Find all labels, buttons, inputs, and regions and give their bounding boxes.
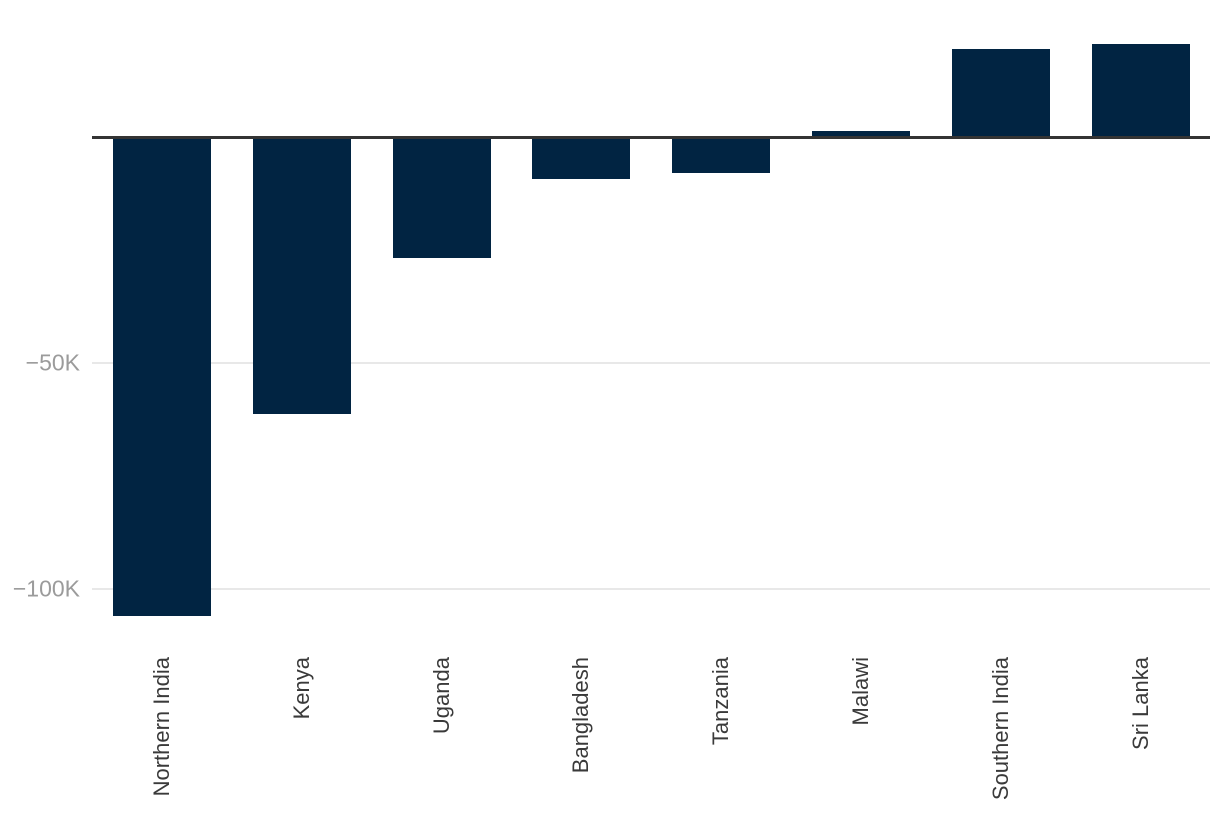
category-label-uganda: Uganda (428, 657, 454, 735)
category-label-sri-lanka: Sri Lanka (1127, 657, 1153, 750)
y-axis-tick-label: −100K (12, 575, 80, 601)
y-axis-tick-label: −50K (25, 349, 80, 376)
bar-southern-india (951, 49, 1050, 138)
category-label-kenya: Kenya (288, 657, 314, 720)
category-label-tanzania: Tanzania (708, 657, 734, 746)
bar-sri-lanka (1091, 43, 1190, 138)
gridline--100k (92, 587, 1210, 590)
bar-malawi (812, 130, 910, 138)
category-label-southern-india: Southern India (987, 657, 1013, 801)
category-label-malawi: Malawi (848, 657, 873, 726)
bar-tanzania (672, 137, 771, 174)
bar-uganda (392, 137, 491, 258)
bar-bangladesh (532, 137, 631, 180)
category-label-bangladesh: Bangladesh (568, 657, 594, 774)
gridline--50k (92, 362, 1210, 364)
bar-northern-india (113, 137, 212, 616)
category-label-northern-india: Northern India (149, 657, 175, 797)
zero-axis-line (92, 136, 1210, 139)
bar-kenya (252, 137, 351, 415)
